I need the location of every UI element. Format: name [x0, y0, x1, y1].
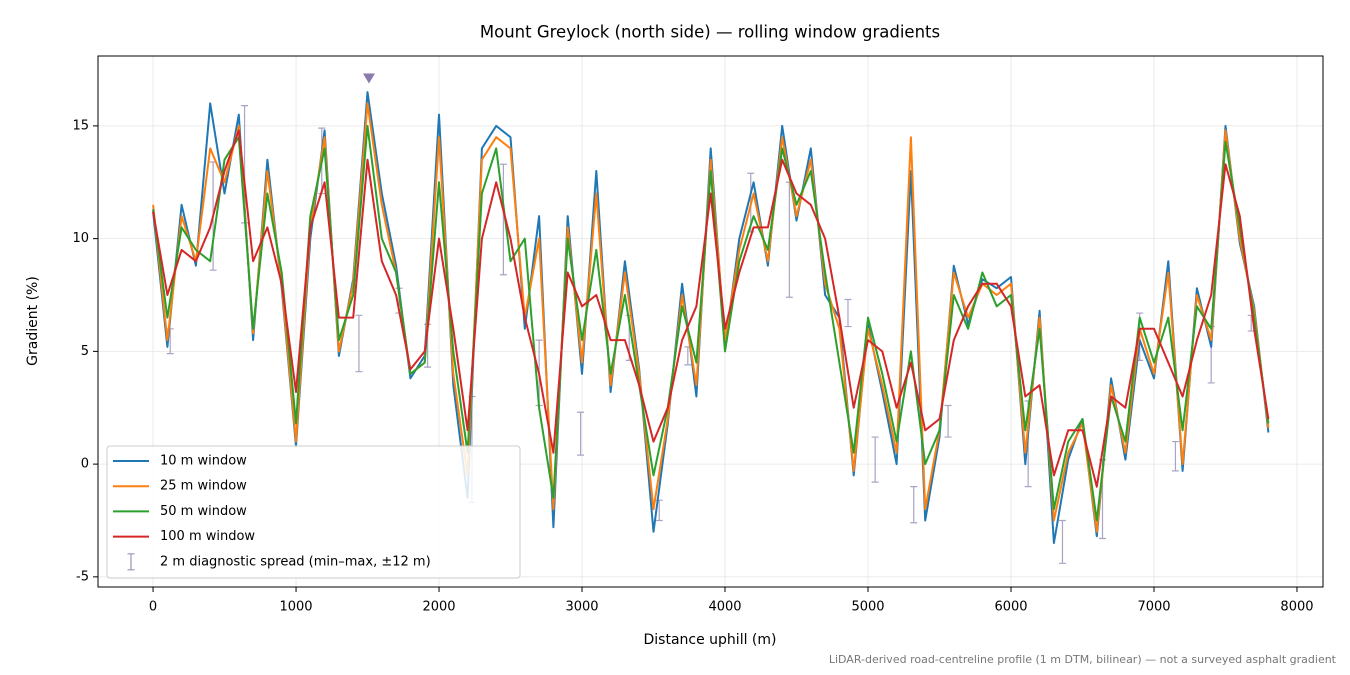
error-bar: [910, 486, 918, 524]
x-tick-label: 6000: [994, 600, 1027, 615]
error-bar: [499, 163, 507, 276]
error-bar: [1058, 519, 1066, 564]
axes: 0 1000 2000 3000 4000 5000 6000 7000 8000 -5 0 5 10 1…: [72, 118, 1313, 614]
legend: 10 m window 25 m window 50 m window 100 m w…: [106, 445, 521, 579]
legend-label: 50 m window: [160, 504, 247, 519]
error-bar: [944, 404, 952, 438]
error-bar: [844, 298, 852, 328]
error-bar: [871, 436, 879, 483]
legend-label: 25 m window: [160, 479, 247, 494]
x-tick-label: 4000: [708, 600, 741, 615]
series-line: [152, 124, 1270, 522]
error-bar: [1171, 440, 1179, 472]
footnote: LiDAR-derived road-centreline profile (1…: [829, 653, 1337, 666]
series-line: [152, 129, 1270, 488]
x-axis-label: Distance uphill (m): [644, 632, 777, 648]
y-tick-label: 15: [72, 118, 89, 133]
legend-swatch: [127, 553, 135, 571]
chart-title: Mount Greylock (north side) — rolling wi…: [480, 23, 940, 42]
error-bar: [355, 314, 363, 373]
error-bar: [499, 163, 507, 276]
legend-label: 2 m diagnostic spread (min–max, ±12 m): [160, 554, 431, 569]
x-tick-label: 3000: [565, 600, 598, 615]
x-tick-label: 8000: [1280, 600, 1313, 615]
error-bar: [577, 411, 585, 456]
y-axis-label: Gradient (%): [25, 276, 41, 366]
legend-box: [106, 445, 521, 579]
error-bar: [844, 298, 852, 328]
error-bar: [944, 404, 952, 438]
error-bar: [910, 486, 918, 524]
error-bar: [1058, 519, 1066, 564]
x-tick-label: 5000: [851, 600, 884, 615]
error-bar: [1171, 440, 1179, 472]
legend-label: 10 m window: [160, 454, 247, 469]
x-tick-label: 0: [149, 600, 157, 615]
y-tick-label: -5: [76, 569, 89, 584]
error-bar: [871, 436, 879, 483]
y-tick-label: 0: [81, 457, 89, 472]
peak-marker: [362, 73, 375, 84]
x-tick-label: 2000: [422, 600, 455, 615]
y-tick-label: 5: [81, 344, 89, 359]
y-tick-label: 10: [72, 231, 89, 246]
plot-data: [152, 73, 1270, 564]
x-tick-label: 7000: [1137, 600, 1170, 615]
plot-frame: [97, 55, 1324, 588]
legend-label: 100 m window: [160, 529, 255, 544]
error-bar: [577, 411, 585, 456]
x-tick-label: 1000: [279, 600, 312, 615]
error-bar: [355, 314, 363, 373]
